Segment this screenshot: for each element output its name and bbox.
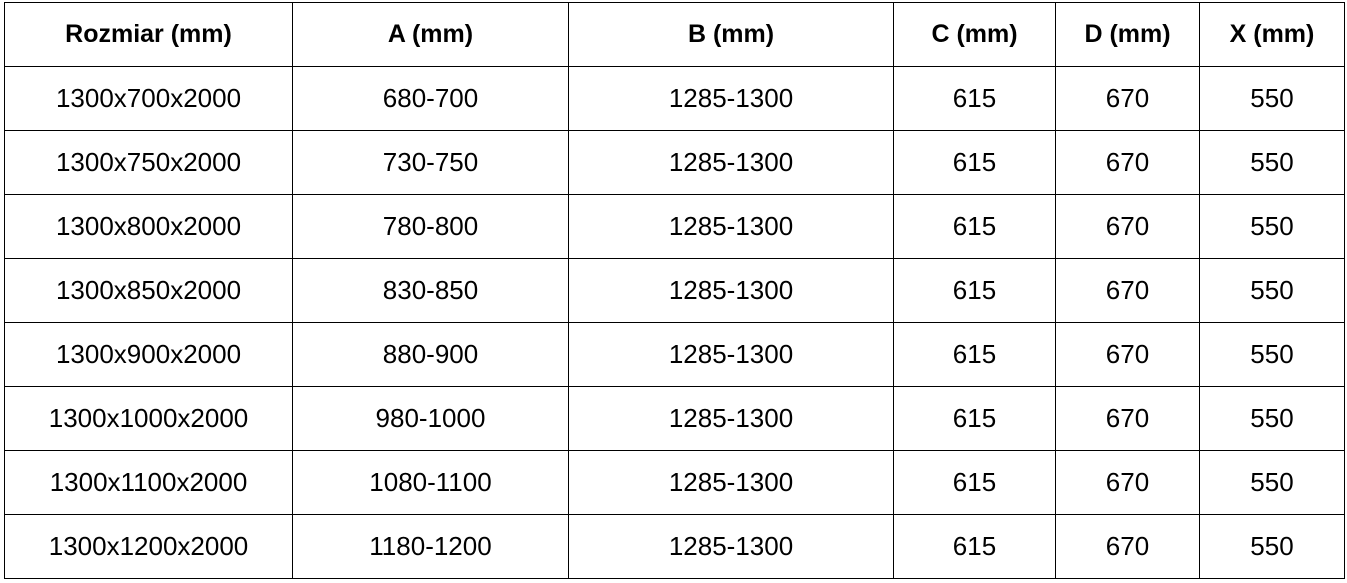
cell-b: 1285-1300 — [568, 258, 894, 323]
cell-b: 1285-1300 — [568, 130, 894, 195]
cell-b: 1285-1300 — [568, 322, 894, 387]
cell-c: 615 — [893, 66, 1056, 131]
cell-c: 615 — [893, 450, 1056, 515]
cell-size: 1300x700x2000 — [4, 66, 293, 131]
cell-x: 550 — [1199, 130, 1345, 195]
cell-a: 730-750 — [292, 130, 569, 195]
cell-a: 1080-1100 — [292, 450, 569, 515]
cell-x: 550 — [1199, 386, 1345, 451]
cell-b: 1285-1300 — [568, 450, 894, 515]
cell-size: 1300x1100x2000 — [4, 450, 293, 515]
column-header-size: Rozmiar (mm) — [4, 2, 293, 67]
table-row: 1300x1000x2000 980-1000 1285-1300 615 670 550 — [4, 386, 1345, 451]
cell-c: 615 — [893, 258, 1056, 323]
cell-size: 1300x1000x2000 — [4, 386, 293, 451]
header-row: Rozmiar (mm) A (mm) B (mm) C (mm) D (mm) X (m… — [4, 2, 1345, 67]
cell-d: 670 — [1055, 386, 1200, 451]
cell-x: 550 — [1199, 322, 1345, 387]
cell-x: 550 — [1199, 194, 1345, 259]
cell-a: 980-1000 — [292, 386, 569, 451]
cell-size: 1300x850x2000 — [4, 258, 293, 323]
cell-d: 670 — [1055, 258, 1200, 323]
table-row: 1300x800x2000 780-800 1285-1300 615 670 550 — [4, 194, 1345, 259]
cell-d: 670 — [1055, 194, 1200, 259]
column-header-c: C (mm) — [893, 2, 1056, 67]
cell-x: 550 — [1199, 258, 1345, 323]
cell-d: 670 — [1055, 66, 1200, 131]
cell-size: 1300x1200x2000 — [4, 514, 293, 579]
cell-size: 1300x900x2000 — [4, 322, 293, 387]
dimensions-table: Rozmiar (mm) A (mm) B (mm) C (mm) D (mm) X (m… — [4, 2, 1345, 579]
cell-d: 670 — [1055, 450, 1200, 515]
cell-b: 1285-1300 — [568, 514, 894, 579]
column-header-x: X (mm) — [1199, 2, 1345, 67]
column-header-d: D (mm) — [1055, 2, 1200, 67]
cell-c: 615 — [893, 514, 1056, 579]
cell-a: 830-850 — [292, 258, 569, 323]
table-row: 1300x750x2000 730-750 1285-1300 615 670 550 — [4, 130, 1345, 195]
cell-d: 670 — [1055, 130, 1200, 195]
cell-b: 1285-1300 — [568, 386, 894, 451]
column-header-a: A (mm) — [292, 2, 569, 67]
table-row: 1300x1200x2000 1180-1200 1285-1300 615 670 55… — [4, 514, 1345, 579]
cell-b: 1285-1300 — [568, 194, 894, 259]
cell-c: 615 — [893, 194, 1056, 259]
cell-c: 615 — [893, 130, 1056, 195]
cell-x: 550 — [1199, 66, 1345, 131]
table-row: 1300x850x2000 830-850 1285-1300 615 670 550 — [4, 258, 1345, 323]
cell-d: 670 — [1055, 322, 1200, 387]
cell-size: 1300x750x2000 — [4, 130, 293, 195]
cell-a: 680-700 — [292, 66, 569, 131]
cell-d: 670 — [1055, 514, 1200, 579]
cell-x: 550 — [1199, 450, 1345, 515]
table-row: 1300x1100x2000 1080-1100 1285-1300 615 670 55… — [4, 450, 1345, 515]
table-row: 1300x900x2000 880-900 1285-1300 615 670 550 — [4, 322, 1345, 387]
cell-a: 880-900 — [292, 322, 569, 387]
column-header-b: B (mm) — [568, 2, 894, 67]
cell-b: 1285-1300 — [568, 66, 894, 131]
cell-a: 780-800 — [292, 194, 569, 259]
cell-a: 1180-1200 — [292, 514, 569, 579]
cell-c: 615 — [893, 386, 1056, 451]
cell-x: 550 — [1199, 514, 1345, 579]
cell-size: 1300x800x2000 — [4, 194, 293, 259]
table-row: 1300x700x2000 680-700 1285-1300 615 670 550 — [4, 66, 1345, 131]
cell-c: 615 — [893, 322, 1056, 387]
